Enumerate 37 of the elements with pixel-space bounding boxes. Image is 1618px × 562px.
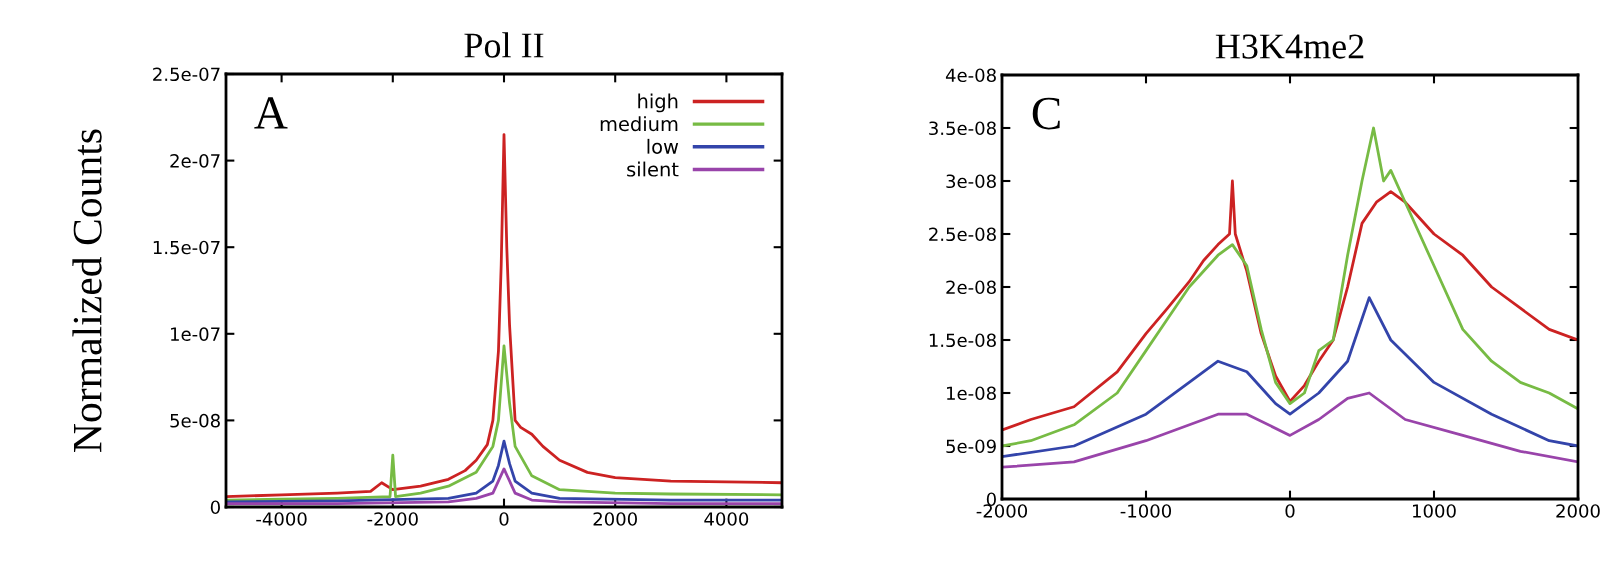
y-tick-label: 5e-09 [946,439,996,454]
y-axis-title: Normalized Counts [72,129,102,452]
y-tick-label: 5e-08 [170,413,220,428]
y-tick-label: 3.5e-08 [929,121,996,136]
line-series [226,344,782,502]
line-series [1002,296,1578,458]
x-tick-label: -2000 [367,512,418,526]
legend-label: high [638,93,678,113]
y-tick-label: 2e-08 [946,280,996,295]
y-tick-label: 4e-08 [945,68,996,83]
legend-label: low [647,138,679,154]
x-tick-label: -1000 [1120,504,1172,518]
line-series [226,133,782,498]
line-series [226,439,782,504]
annotation: C [1032,97,1060,130]
y-tick-label: 1e-08 [947,386,996,401]
x-tick-label: 0 [499,512,509,526]
line-series [1002,391,1578,469]
y-tick-label: 2e-07 [170,154,220,168]
y-tick-label: 2.5e-08 [929,227,996,242]
x-tick-label: 4000 [704,512,749,526]
y-tick-label: 1.5e-07 [153,240,220,255]
chart-title: H3K4me2 [1215,34,1364,59]
x-tick-label: -4000 [256,512,307,526]
y-tick-label: 2.5e-07 [153,67,220,82]
legend-label: silent [627,161,679,177]
x-tick-label: 2000 [593,512,637,526]
annotation: A [254,97,288,129]
legend-label: medium [600,116,678,132]
y-tick-label: 3e-08 [946,174,996,189]
x-tick-label: 2000 [1556,504,1600,518]
line-series [226,467,782,505]
y-tick-label: 1e-07 [171,327,220,341]
x-tick-label: 1000 [1413,504,1456,518]
chart-title: Pol II [464,32,544,58]
y-tick-label: 1.5e-08 [929,333,996,348]
x-tick-label: 0 [1285,504,1295,518]
